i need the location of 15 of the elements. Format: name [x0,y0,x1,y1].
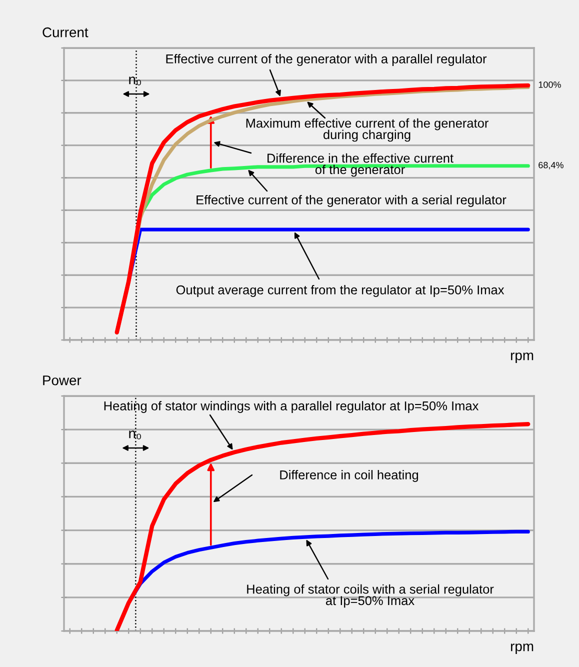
annotation: Output average current from the regulator at Ip=50% Imax [176,285,504,297]
annotation: Heating of stator coils with a serial regulator at Ip=50% Imax [247,584,494,608]
annotation: Maximum effective current of the generator during charging [246,118,488,142]
annotation: n₀ [129,430,141,440]
x-axis-title: rpm [511,644,534,654]
y-axis-title: Current [42,27,88,38]
text: Effective current of the generator with a parallel regulator [166,54,487,66]
text: 100% [538,81,561,88]
annotation: Difference in coil heating [280,470,418,482]
annotation: Effective current of the generator with a serial regulator [196,195,506,207]
text: Heating of stator windings with a parallel regulator at Ip=50% Imax [104,401,479,413]
x-axis-title: rpm [511,352,534,363]
y-axis-title: Power [43,376,82,386]
text: 68,4% [538,162,564,170]
text: n₀ [129,76,141,86]
